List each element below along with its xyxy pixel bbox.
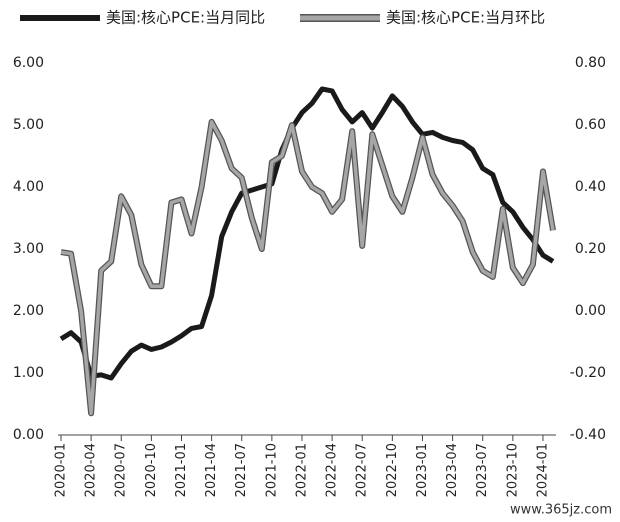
x-tick-label: 2022-10 bbox=[385, 443, 400, 497]
x-tick-label: 2020-10 bbox=[144, 443, 159, 497]
x-tick-label: 2022-04 bbox=[325, 443, 340, 497]
watermark: www.365jz.com bbox=[510, 503, 612, 518]
x-tick-label: 2022-07 bbox=[355, 443, 370, 497]
x-tick-label: 2022-01 bbox=[294, 443, 309, 497]
series-line bbox=[60, 120, 555, 416]
x-tick-label: 2020-07 bbox=[114, 443, 129, 497]
x-tick-label: 2020-01 bbox=[54, 443, 69, 497]
y-tick-label: 6.00 bbox=[13, 55, 44, 71]
x-tick-label: 2023-07 bbox=[475, 443, 490, 497]
y2-tick-label: 0.80 bbox=[575, 55, 606, 71]
y2-tick-label: -0.40 bbox=[570, 427, 606, 443]
legend-label: 美国:核心PCE:当月环比 bbox=[386, 9, 545, 27]
x-tick-label: 2023-04 bbox=[445, 443, 460, 497]
y2-tick-label: 0.00 bbox=[575, 303, 606, 319]
series-line bbox=[59, 86, 555, 381]
y2-tick-label: 0.60 bbox=[575, 117, 606, 133]
x-tick-label: 2020-04 bbox=[84, 443, 99, 497]
y-tick-label: 2.00 bbox=[13, 303, 44, 319]
x-tick-label: 2023-01 bbox=[415, 443, 430, 497]
x-tick-label: 2021-10 bbox=[264, 443, 279, 497]
y-tick-label: 1.00 bbox=[13, 365, 44, 381]
y2-tick-label: 0.40 bbox=[575, 179, 606, 195]
x-tick-label: 2024-01 bbox=[535, 443, 550, 497]
legend-label: 美国:核心PCE:当月同比 bbox=[106, 9, 265, 27]
y-tick-label: 3.00 bbox=[13, 241, 44, 257]
x-tick-label: 2021-04 bbox=[204, 443, 219, 497]
x-tick-label: 2021-01 bbox=[174, 443, 189, 497]
x-tick-label: 2021-07 bbox=[234, 443, 249, 497]
y-tick-label: 0.00 bbox=[13, 427, 44, 443]
y-tick-label: 5.00 bbox=[13, 117, 44, 133]
x-tick-label: 2023-10 bbox=[505, 443, 520, 497]
y-tick-label: 4.00 bbox=[13, 179, 44, 195]
y2-tick-label: 0.20 bbox=[575, 241, 606, 257]
y2-tick-label: -0.20 bbox=[570, 365, 606, 381]
